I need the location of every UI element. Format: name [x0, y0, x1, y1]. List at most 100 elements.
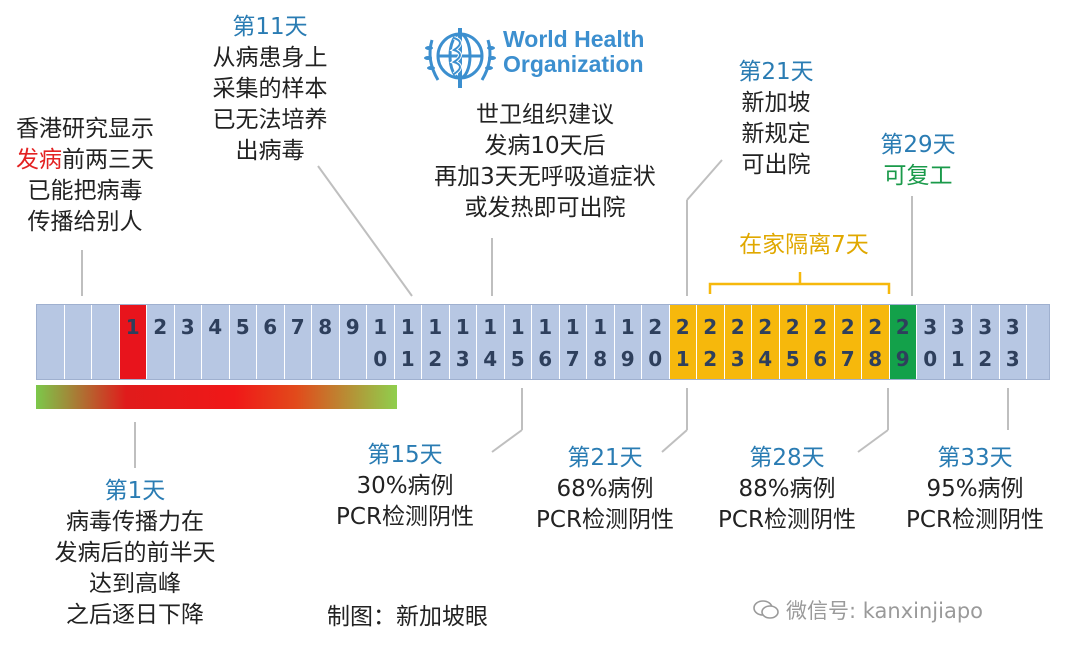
day11-line: 出病毒	[235, 138, 305, 164]
timeline-day-digit-top: 2	[675, 315, 690, 339]
timeline-day-cell: 8	[312, 305, 340, 379]
timeline-day-digit-bottom: 0	[648, 347, 663, 371]
timeline-day-digit-top: 1	[593, 315, 608, 339]
day1-line: 达到高峰	[89, 571, 181, 597]
timeline-day-digit-top: 1	[565, 315, 580, 339]
day21-bottom-note: 第21天 68%病例 PCR检测阴性	[530, 443, 680, 536]
day28-connector-diag	[857, 429, 889, 453]
timeline-day-digit-top: 3	[180, 315, 195, 339]
timeline-day-digit-bottom: 1	[950, 347, 965, 371]
timeline-day-digit-top: 8	[318, 315, 333, 339]
hk-study-line2-rest: 前两三天	[62, 147, 154, 173]
timeline-day-cell: 4	[202, 305, 230, 379]
day11-line: 从病患身上	[212, 45, 328, 71]
day33-title: 第33天	[937, 445, 1013, 471]
who-emblem-icon	[424, 28, 496, 88]
timeline-day-digit-top: 1	[620, 315, 635, 339]
who-line: 再加3天无呼吸道症状	[434, 164, 656, 190]
timeline-day-digit-bottom: 9	[620, 347, 635, 371]
timeline-day-cell: 6	[257, 305, 285, 379]
day29-note: 第29天 可复工	[868, 130, 968, 192]
day29-title: 第29天	[880, 132, 956, 158]
day33-test: PCR检测阴性	[906, 507, 1044, 533]
day15-percent: 30%病例	[356, 473, 454, 499]
day21-bottom-test: PCR检测阴性	[536, 507, 674, 533]
timeline-day-digit-top: 1	[373, 315, 388, 339]
day11-note: 第11天 从病患身上 采集的样本 已无法培养 出病毒	[200, 12, 340, 167]
day21-discharge-note: 第21天 新加坡 新规定 可出院	[726, 57, 826, 181]
timeline-day-digit-top: 1	[483, 315, 498, 339]
day1-line: 发病后的前半天	[54, 540, 216, 566]
who-recommendation: 世卫组织建议 发病10天后 再加3天无呼吸道症状 或发热即可出院	[395, 100, 695, 224]
timeline-day-digit-top: 1	[455, 315, 470, 339]
timeline-day-digit-bottom: 8	[868, 347, 883, 371]
day21-bottom-title: 第21天	[567, 445, 643, 471]
timeline-day-digit-top: 1	[125, 315, 140, 339]
timeline-day-digit-top: 2	[730, 315, 745, 339]
timeline-day-digit-bottom: 6	[813, 347, 828, 371]
day21-top-line: 可出院	[741, 152, 811, 178]
timeline-day-digit-top: 2	[868, 315, 883, 339]
timeline-day-digit-bottom: 9	[895, 347, 910, 371]
hk-study-line1: 香港研究显示	[16, 116, 154, 142]
timeline-day-digit-bottom: 4	[758, 347, 773, 371]
day21-bottom-percent: 68%病例	[556, 476, 654, 502]
timeline-day-digit-top: 5	[235, 315, 250, 339]
timeline-day-digit-bottom: 3	[1005, 347, 1020, 371]
timeline-day-digit-bottom: 0	[373, 347, 388, 371]
hk-study-line3: 已能把病毒	[27, 178, 143, 204]
day11-line: 采集的样本	[212, 76, 328, 102]
timeline-day-cell: 3	[175, 305, 202, 379]
who-line: 世卫组织建议	[476, 102, 614, 128]
timeline-day-digit-bottom: 8	[593, 347, 608, 371]
timeline-day-cell	[1027, 305, 1055, 379]
timeline-day-cell: 1	[119, 305, 147, 379]
timeline-day-digit-top: 3	[923, 315, 938, 339]
wechat-watermark: 微信号: kanxinjiapo	[752, 595, 983, 625]
timeline-day-cell	[92, 305, 120, 379]
day21-top-line: 新加坡	[741, 90, 811, 116]
timeline-day-cell: 5	[230, 305, 257, 379]
timeline-day-digit-top: 4	[208, 315, 223, 339]
wechat-icon	[753, 600, 779, 619]
hk-study-line2: 发病前两三天	[16, 145, 154, 176]
timeline-day-digit-bottom: 1	[400, 347, 415, 371]
timeline-day-digit-top: 3	[1005, 315, 1020, 339]
day28-test: PCR检测阴性	[718, 507, 856, 533]
timeline-day-digit-bottom: 3	[730, 347, 745, 371]
day15-note: 第15天 30%病例 PCR检测阴性	[330, 440, 480, 533]
who-line: 或发热即可出院	[464, 195, 626, 221]
timeline-day-digit-top: 2	[758, 315, 773, 339]
timeline-day-digit-top: 3	[978, 315, 993, 339]
who-org-line1: World Health	[503, 26, 645, 52]
timeline-day-digit-bottom: 4	[483, 347, 498, 371]
timeline-day-digit-bottom: 5	[510, 347, 525, 371]
day21-top-title: 第21天	[738, 59, 814, 85]
timeline-day-digit-top: 9	[345, 315, 360, 339]
day1-line: 病毒传播力在	[66, 509, 204, 535]
timeline-day-cell: 2	[147, 305, 175, 379]
day15-connector-diag	[491, 429, 523, 453]
day33-percent: 95%病例	[926, 476, 1024, 502]
day1-line: 之后逐日下降	[66, 602, 204, 628]
timeline-day-digit-top: 2	[785, 315, 800, 339]
day11-line: 已无法培养	[212, 107, 328, 133]
